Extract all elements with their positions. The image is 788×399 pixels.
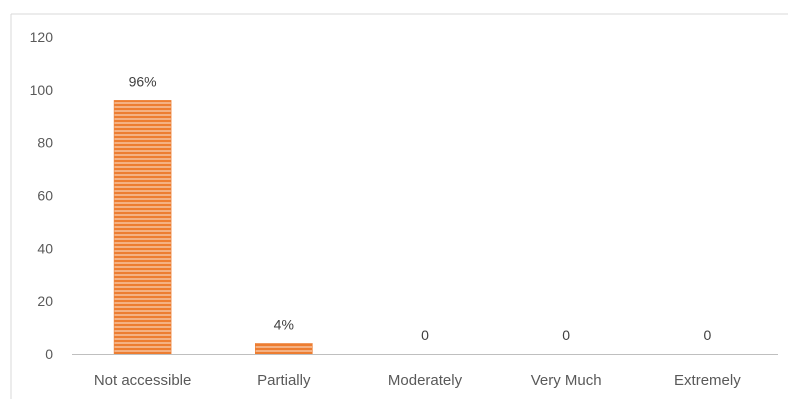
- y-tick-label: 20: [37, 293, 53, 309]
- x-category-label: Extremely: [674, 372, 741, 389]
- y-tick-label: 100: [30, 82, 54, 98]
- bar-series: [113, 100, 313, 355]
- data-label: 0: [704, 327, 712, 343]
- x-axis-category-labels: Not accessible Partially Moderately Very Mu…: [94, 372, 741, 389]
- bar: [113, 100, 172, 355]
- data-labels: 96% 4% 0 0 0: [129, 73, 712, 343]
- x-category-label: Partially: [257, 372, 311, 389]
- x-category-label: Not accessible: [94, 372, 192, 389]
- bar: [255, 343, 313, 355]
- data-label: 0: [562, 327, 570, 343]
- x-category-label: Very Much: [531, 372, 602, 389]
- y-tick-label: 60: [37, 188, 53, 204]
- y-tick-label: 40: [37, 240, 53, 256]
- data-label: 4%: [274, 316, 294, 332]
- y-tick-label: 0: [45, 346, 53, 362]
- data-label: 0: [421, 327, 429, 343]
- x-category-label: Moderately: [388, 372, 463, 389]
- y-tick-label: 120: [30, 29, 54, 45]
- data-label: 96%: [129, 73, 157, 89]
- y-tick-label: 80: [37, 135, 53, 151]
- y-axis-ticks: 0 20 40 60 80 100 120: [30, 29, 54, 362]
